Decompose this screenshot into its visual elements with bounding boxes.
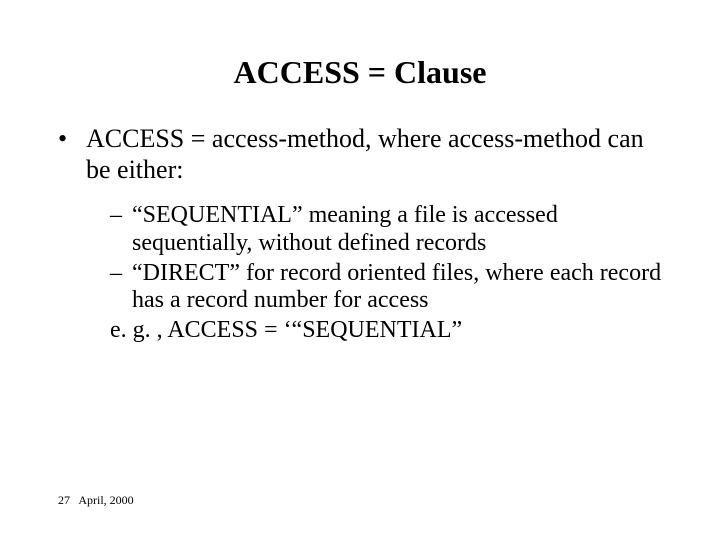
dash-icon: – xyxy=(110,202,122,230)
sub-item: – “SEQUENTIAL” meaning a file is accesse… xyxy=(110,202,670,258)
dash-icon: – xyxy=(110,260,122,288)
footer-date: April, 2000 xyxy=(78,493,133,507)
bullet-text: ACCESS = access-method, where access-met… xyxy=(86,124,670,185)
example-line: e. g. , ACCESS = ‘“SEQUENTIAL” xyxy=(110,317,670,345)
main-bullet: • ACCESS = access-method, where access-m… xyxy=(58,124,670,185)
sub-item-text: “SEQUENTIAL” meaning a file is accessed … xyxy=(132,202,670,258)
footer: 27 April, 2000 xyxy=(58,493,134,508)
bullet-marker: • xyxy=(58,124,67,155)
page-number: 27 xyxy=(58,493,70,507)
sub-item-text: “DIRECT” for record oriented files, wher… xyxy=(132,260,670,316)
slide: ACCESS = Clause • ACCESS = access-method… xyxy=(0,0,720,540)
sub-item: – “DIRECT” for record oriented files, wh… xyxy=(110,260,670,316)
sub-list: – “SEQUENTIAL” meaning a file is accesse… xyxy=(110,202,670,345)
slide-title: ACCESS = Clause xyxy=(0,54,720,91)
